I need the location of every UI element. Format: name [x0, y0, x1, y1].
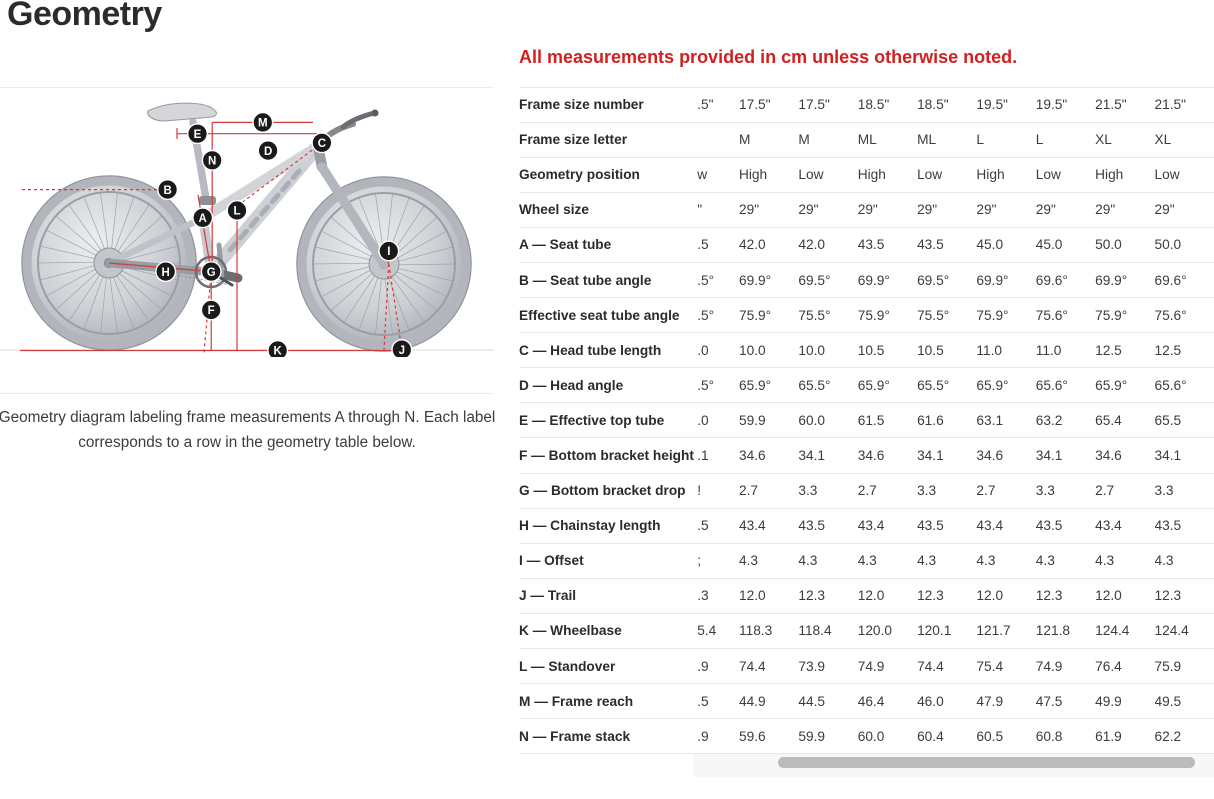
svg-text:B: B — [163, 185, 171, 197]
svg-text:G: G — [207, 267, 216, 279]
svg-text:M: M — [258, 118, 268, 130]
svg-text:C: C — [318, 138, 326, 150]
svg-text:H: H — [162, 267, 170, 279]
svg-text:E: E — [194, 129, 202, 141]
svg-text:A: A — [199, 213, 207, 225]
svg-text:N: N — [208, 156, 216, 168]
svg-text:D: D — [264, 146, 272, 158]
svg-text:I: I — [387, 246, 390, 258]
svg-text:J: J — [399, 345, 405, 357]
svg-text:L: L — [233, 206, 240, 218]
svg-text:F: F — [208, 305, 215, 317]
svg-text:K: K — [274, 346, 283, 357]
